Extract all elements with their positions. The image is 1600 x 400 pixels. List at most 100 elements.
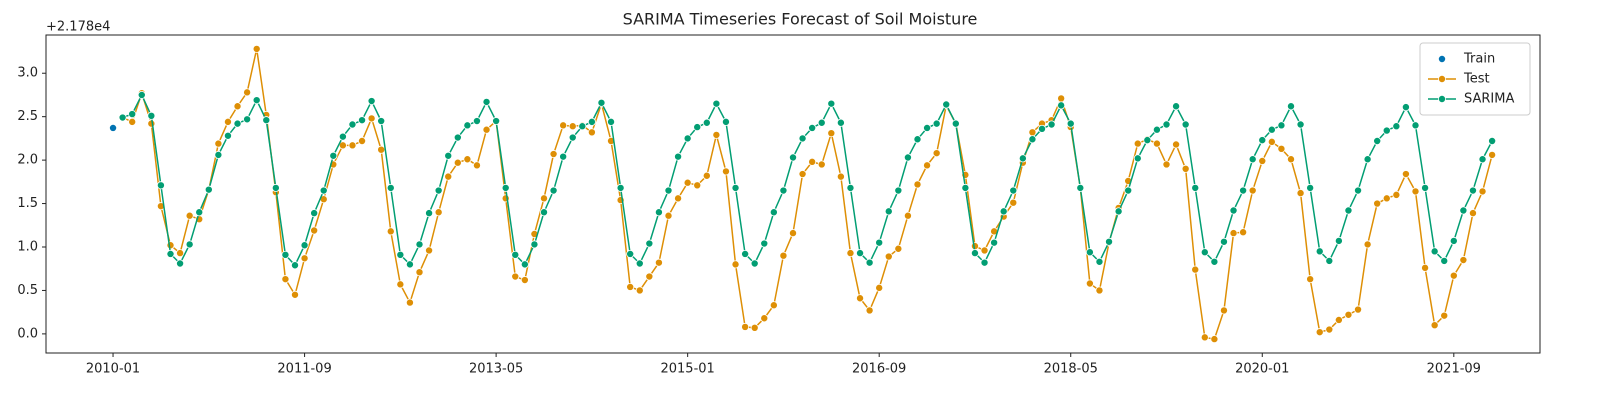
data-point [1018,154,1027,163]
data-point [281,250,290,259]
data-point [243,88,252,97]
data-point [626,249,635,258]
x-tick-label: 2010-01 [86,362,140,377]
data-point [310,226,319,235]
data-point [827,99,836,108]
data-point [358,136,367,145]
y-offset-label: +2.178e4 [46,20,110,35]
data-point [961,183,970,192]
data-point [1066,119,1075,128]
data-point [779,251,788,260]
data-point [693,181,702,190]
data-point [1085,279,1094,288]
data-point [1219,237,1228,246]
data-point [233,119,242,128]
data-point [731,183,740,192]
data-point [836,172,845,181]
data-point [1488,150,1497,159]
x-tick-label: 2013-05 [469,362,523,377]
data-point [884,207,893,216]
data-point [1200,248,1209,257]
data-point [338,132,347,141]
data-point [243,115,252,124]
data-point [271,183,280,192]
data-point [1200,333,1209,342]
data-point [147,111,156,120]
data-point [750,323,759,332]
data-point [1392,122,1401,131]
data-point [1478,187,1487,196]
data-point [1392,190,1401,199]
data-point [808,123,817,132]
y-tick-label: 2.0 [17,153,38,168]
y-tick-label: 0.0 [17,326,38,341]
data-point [1363,155,1372,164]
data-point [702,118,711,127]
data-point [1344,310,1353,319]
data-point [683,134,692,143]
data-point [1057,94,1066,103]
data-point [1038,124,1047,133]
data-point [1258,156,1267,165]
data-point [654,258,663,267]
x-tick-label: 2020-01 [1235,362,1289,377]
data-point [367,114,376,123]
data-point [980,246,989,255]
x-tick-label: 2011-09 [277,362,331,377]
data-point [721,117,730,126]
y-tick-label: 0.5 [17,283,38,298]
data-point [386,183,395,192]
data-point [549,186,558,195]
data-point [635,259,644,268]
data-point [1363,240,1372,249]
data-point [252,96,261,105]
data-point [128,110,137,119]
data-point [951,119,960,128]
data-point [262,116,271,125]
data-point [568,122,577,131]
data-point [1239,186,1248,195]
data-point [1124,186,1133,195]
data-point [396,280,405,289]
x-tick-label: 2016-09 [852,362,906,377]
data-point [377,145,386,154]
data-point [1162,120,1171,129]
data-point [1095,257,1104,266]
data-point [1478,155,1487,164]
chart-title: SARIMA Timeseries Forecast of Soil Moist… [623,10,978,29]
data-point [970,249,979,258]
data-point [1133,154,1142,163]
data-point [1267,137,1276,146]
data-point [664,186,673,195]
data-point [578,122,587,131]
data-point [1315,247,1324,256]
data-point [712,99,721,108]
data-point [482,97,491,106]
data-point [856,294,865,303]
legend-box [1419,42,1531,116]
data-point [1114,207,1123,216]
legend-marker [1438,75,1447,84]
data-point [1287,102,1296,111]
data-point [511,250,520,259]
data-point [310,209,319,218]
data-point [1430,247,1439,256]
data-point [913,135,922,144]
data-point [789,153,798,162]
data-point [166,241,175,250]
data-point [645,272,654,281]
data-point [128,117,137,126]
data-point [635,286,644,295]
data-point [444,172,453,181]
data-point [204,185,213,194]
data-point [798,170,807,179]
data-point [425,209,434,218]
data-point [789,229,798,238]
data-point [1382,194,1391,203]
x-tick-label: 2018-05 [1044,362,1098,377]
data-point [1344,206,1353,215]
data-point [712,130,721,139]
data-point [223,117,232,126]
data-point [463,121,472,130]
data-point [721,167,730,176]
